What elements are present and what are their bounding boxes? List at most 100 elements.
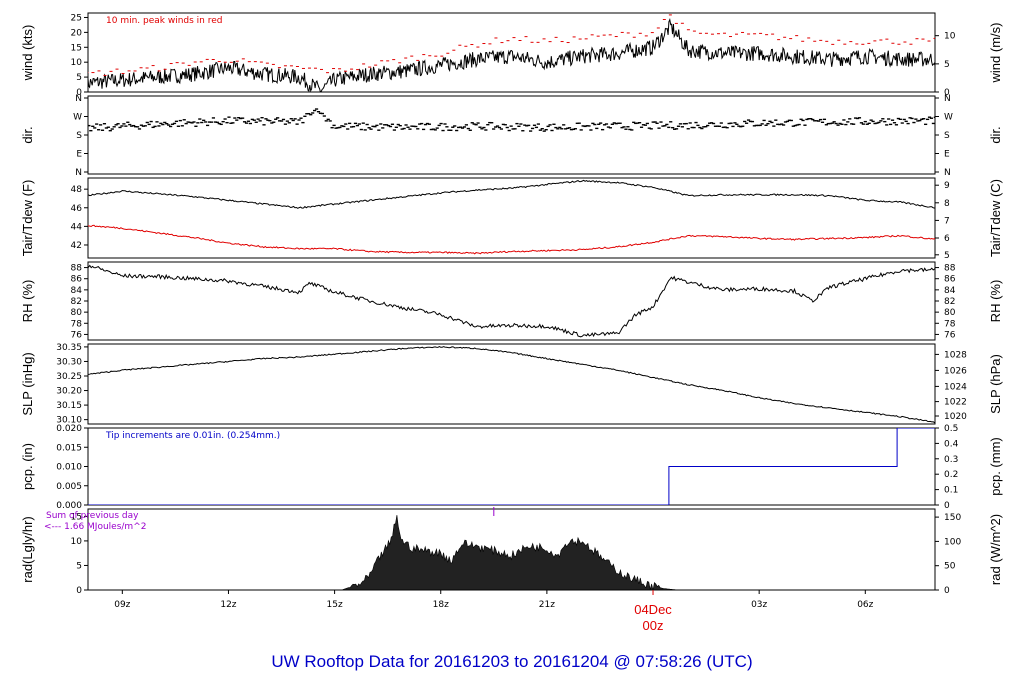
left-tick-label: 15 (71, 43, 82, 53)
right-tick-label: 0 (944, 88, 950, 98)
left-tick-label: E (76, 150, 82, 160)
right-ticks: 0 50 100 150 (935, 513, 961, 596)
right-tick-label: N (944, 94, 951, 104)
right-tick-label: 0.4 (944, 439, 959, 449)
left-tick-label: W (73, 113, 82, 123)
right-ticks: 5 6 7 8 9 (935, 181, 950, 261)
series-wind-0 (88, 17, 935, 92)
left-tick-label: 5 (76, 73, 82, 83)
right-tick-label: 76 (944, 330, 956, 340)
left-tick-label: 76 (71, 330, 83, 340)
panel-pcp: 0.000 0.005 0.010 0.015 0.020 0 0.1 0.2 0.3 0.4 0.… (20, 424, 1003, 511)
right-axis-label: Tair/Tdew (C) (988, 179, 1003, 257)
right-tick-label: 0 (944, 501, 950, 511)
left-ticks: 0 5 10 15 20 25 (71, 13, 88, 98)
series-temp-1 (88, 224, 935, 255)
series-line (88, 346, 935, 424)
right-tick-label: 150 (944, 513, 961, 523)
panel-frame (87, 95, 936, 175)
left-tick-label: 88 (71, 264, 83, 274)
right-ticks: 0 5 10 (935, 32, 956, 98)
left-tick-label: 46 (71, 204, 83, 214)
left-tick-label: S (76, 131, 82, 141)
left-tick-label: 0 (76, 586, 82, 596)
left-axis-label: RH (%) (20, 280, 35, 323)
panel-frame (87, 177, 936, 259)
left-tick-label: 30.25 (56, 372, 82, 382)
panel-wind: 0 5 10 15 20 25 0 5 10 wind (kts) wind (m/s) 10 min… (20, 12, 1003, 98)
right-ticks: 1020 1022 1024 1026 1028 (935, 350, 967, 422)
x-tick-label: 18z (433, 600, 449, 610)
series-line (88, 179, 935, 209)
panel-annotation-2: <--- 1.66 MJoules/m^2 (44, 522, 146, 532)
right-axis-label: SLP (hPa) (988, 354, 1003, 414)
left-axis-label: dir. (20, 126, 35, 143)
left-tick-label: 42 (71, 241, 82, 251)
panel-slp: 30.1030.1530.2030.2530.3030.351020102210… (20, 343, 1003, 426)
left-tick-label: 15 (71, 512, 82, 522)
right-tick-label: 1026 (944, 366, 967, 376)
right-tick-label: 1028 (944, 350, 967, 360)
panel-annotation: Sum of previous day (46, 511, 139, 521)
panel-frame (87, 343, 936, 425)
left-tick-label: 44 (71, 222, 83, 232)
left-tick-label: 30.30 (56, 357, 82, 367)
right-tick-label: N (944, 168, 951, 178)
series-dir-0 (88, 108, 935, 132)
left-tick-label: 0.010 (56, 463, 82, 473)
date-time-label: 00z (643, 618, 664, 633)
left-axis-label: pcp. (in) (20, 443, 35, 490)
right-tick-label: E (944, 150, 950, 160)
left-tick-label: 25 (71, 13, 82, 23)
left-tick-label: N (75, 94, 82, 104)
right-tick-label: W (944, 113, 953, 123)
right-tick-label: 50 (944, 562, 956, 572)
right-tick-label: 86 (944, 275, 956, 285)
left-axis-label: SLP (inHg) (20, 352, 35, 415)
left-tick-label: 10 (71, 537, 83, 547)
left-ticks: 42 44 46 48 (71, 185, 88, 251)
series-line (88, 224, 935, 255)
left-axis-label: rad(Lgly/hr) (20, 516, 35, 582)
date-label: 04Dec (634, 602, 672, 617)
right-axis-label: rad (W/m^2) (988, 514, 1003, 585)
right-axis-label: pcp. (mm) (988, 437, 1003, 496)
left-tick-label: 5 (76, 561, 82, 571)
x-tick-label: 15z (327, 600, 343, 610)
right-tick-label: S (944, 131, 950, 141)
left-tick-label: 82 (71, 297, 82, 307)
series-line (88, 264, 935, 338)
pcp-line (88, 428, 935, 505)
right-tick-label: 0.1 (944, 486, 958, 496)
left-tick-label: 86 (71, 275, 83, 285)
left-tick-label: 30.35 (56, 343, 82, 353)
right-tick-label: 0 (944, 586, 950, 596)
x-tick-label: 21z (539, 600, 555, 610)
right-tick-label: 0.5 (944, 424, 958, 434)
left-tick-label: 20 (71, 28, 83, 38)
left-tick-label: 30.20 (56, 387, 82, 397)
right-tick-label: 1020 (944, 412, 967, 422)
right-tick-label: 88 (944, 264, 956, 274)
panel-annotation: 10 min. peak winds in red (106, 16, 223, 26)
right-tick-label: 8 (944, 199, 950, 209)
right-tick-label: 82 (944, 297, 955, 307)
series-line (88, 17, 935, 92)
left-ticks: 30.10 30.15 30.20 30.25 30.30 30.35 (56, 343, 88, 426)
left-tick-label: 0.000 (56, 501, 82, 511)
right-tick-label: 9 (944, 181, 950, 191)
left-tick-label: 78 (71, 319, 83, 329)
right-axis-label: RH (%) (988, 280, 1003, 323)
panels: 0 5 10 15 20 25 0 5 10 wind (kts) wind (m/s) 10 min… (20, 12, 1003, 596)
left-tick-label: 0.015 (56, 443, 82, 453)
right-tick-label: 100 (944, 537, 961, 547)
x-tick-label: 06z (857, 600, 873, 610)
panel-annotation: Tip increments are 0.01in. (0.254mm.) (105, 431, 280, 441)
left-tick-label: N (75, 168, 82, 178)
